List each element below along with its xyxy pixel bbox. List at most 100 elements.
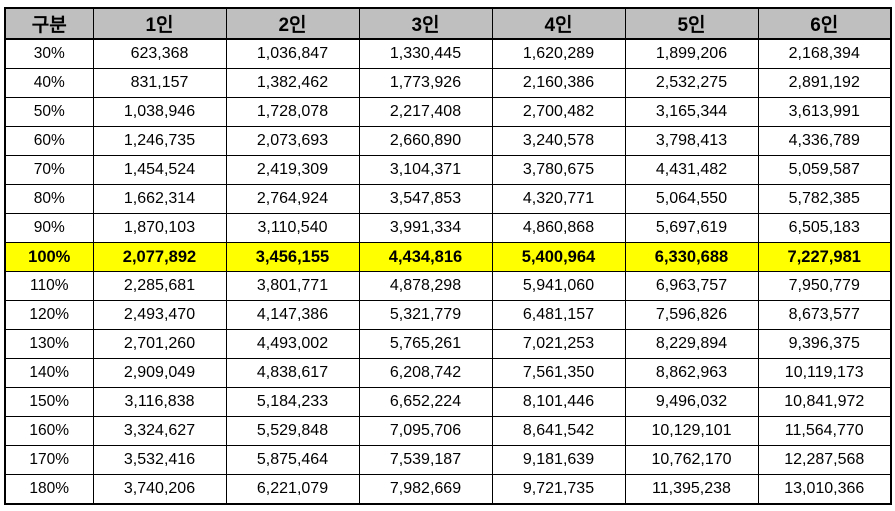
value-cell: 8,862,963 (624, 358, 759, 388)
table-header: 구분 1인 2인 3인 4인 5인 6인 (4, 7, 892, 40)
value-cell: 831,157 (92, 68, 227, 98)
value-cell: 6,330,688 (624, 242, 759, 272)
value-cell: 6,652,224 (358, 387, 493, 417)
value-cell: 2,660,890 (358, 126, 493, 156)
value-cell: 1,662,314 (92, 184, 227, 214)
value-cell: 4,320,771 (491, 184, 626, 214)
row-label-cell: 130% (4, 329, 94, 359)
value-cell: 6,208,742 (358, 358, 493, 388)
value-cell: 7,095,706 (358, 416, 493, 446)
value-cell: 10,119,173 (757, 358, 892, 388)
value-cell: 3,116,838 (92, 387, 227, 417)
value-cell: 7,227,981 (757, 242, 892, 272)
value-cell: 3,547,853 (358, 184, 493, 214)
value-cell: 2,285,681 (92, 271, 227, 301)
table-body: 30% 623,368 1,036,847 1,330,445 1,620,289 1,8… (4, 38, 892, 505)
value-cell: 1,620,289 (491, 38, 626, 69)
header-cell-category: 구분 (4, 7, 94, 40)
header-cell-6-person: 6인 (757, 7, 892, 40)
value-cell: 3,110,540 (225, 213, 360, 243)
value-cell: 2,532,275 (624, 68, 759, 98)
value-cell: 2,700,482 (491, 97, 626, 127)
value-cell: 623,368 (92, 38, 227, 69)
value-cell: 2,077,892 (92, 242, 227, 272)
row-label-cell: 50% (4, 97, 94, 127)
value-cell: 12,287,568 (757, 445, 892, 475)
value-cell: 2,891,192 (757, 68, 892, 98)
value-cell: 3,165,344 (624, 97, 759, 127)
header-cell-5-person: 5인 (624, 7, 759, 40)
value-cell: 3,740,206 (92, 474, 227, 505)
value-cell: 9,496,032 (624, 387, 759, 417)
value-cell: 3,456,155 (225, 242, 360, 272)
table-row: 140% 2,909,049 4,838,617 6,208,742 7,561,350… (4, 358, 892, 388)
row-label-cell: 120% (4, 300, 94, 330)
value-cell: 4,860,868 (491, 213, 626, 243)
value-cell: 1,382,462 (225, 68, 360, 98)
value-cell: 4,493,002 (225, 329, 360, 359)
value-cell: 5,697,619 (624, 213, 759, 243)
row-label-cell: 90% (4, 213, 94, 243)
table-row: 70% 1,454,524 2,419,309 3,104,371 3,780,675 4… (4, 155, 892, 185)
value-cell: 3,104,371 (358, 155, 493, 185)
header-row: 구분 1인 2인 3인 4인 5인 6인 (4, 7, 892, 40)
value-cell: 9,181,639 (491, 445, 626, 475)
row-label-cell: 80% (4, 184, 94, 214)
value-cell: 7,596,826 (624, 300, 759, 330)
value-cell: 11,395,238 (624, 474, 759, 505)
table-container: 구분 1인 2인 3인 4인 5인 6인 30% 623,368 1,036,847… (4, 7, 892, 505)
value-cell: 3,613,991 (757, 97, 892, 127)
table-row: 110% 2,285,681 3,801,771 4,878,298 5,941,060… (4, 271, 892, 301)
value-cell: 2,909,049 (92, 358, 227, 388)
value-cell: 5,782,385 (757, 184, 892, 214)
value-cell: 8,101,446 (491, 387, 626, 417)
value-cell: 2,764,924 (225, 184, 360, 214)
value-cell: 2,419,309 (225, 155, 360, 185)
value-cell: 3,532,416 (92, 445, 227, 475)
value-cell: 8,641,542 (491, 416, 626, 446)
value-cell: 1,036,847 (225, 38, 360, 69)
table-row: 80% 1,662,314 2,764,924 3,547,853 4,320,771 5… (4, 184, 892, 214)
row-label-cell: 70% (4, 155, 94, 185)
value-cell: 8,229,894 (624, 329, 759, 359)
value-cell: 3,780,675 (491, 155, 626, 185)
value-cell: 7,982,669 (358, 474, 493, 505)
value-cell: 2,217,408 (358, 97, 493, 127)
value-cell: 1,728,078 (225, 97, 360, 127)
row-label-cell: 60% (4, 126, 94, 156)
value-cell: 2,160,386 (491, 68, 626, 98)
value-cell: 10,762,170 (624, 445, 759, 475)
value-cell: 5,529,848 (225, 416, 360, 446)
value-cell: 10,841,972 (757, 387, 892, 417)
row-label-cell: 110% (4, 271, 94, 301)
value-cell: 1,870,103 (92, 213, 227, 243)
table-row: 50% 1,038,946 1,728,078 2,217,408 2,700,482 3… (4, 97, 892, 127)
value-cell: 2,493,470 (92, 300, 227, 330)
value-cell: 4,878,298 (358, 271, 493, 301)
value-cell: 4,336,789 (757, 126, 892, 156)
value-cell: 7,021,253 (491, 329, 626, 359)
value-cell: 10,129,101 (624, 416, 759, 446)
value-cell: 11,564,770 (757, 416, 892, 446)
value-cell: 7,950,779 (757, 271, 892, 301)
row-label-cell: 170% (4, 445, 94, 475)
value-cell: 3,801,771 (225, 271, 360, 301)
value-cell: 1,246,735 (92, 126, 227, 156)
value-cell: 3,798,413 (624, 126, 759, 156)
table-row: 160% 3,324,627 5,529,848 7,095,706 8,641,542… (4, 416, 892, 446)
value-cell: 7,539,187 (358, 445, 493, 475)
row-label-cell: 30% (4, 38, 94, 69)
value-cell: 5,875,464 (225, 445, 360, 475)
value-cell: 3,991,334 (358, 213, 493, 243)
value-cell: 6,963,757 (624, 271, 759, 301)
table-row: 180% 3,740,206 6,221,079 7,982,669 9,721,735… (4, 474, 892, 505)
value-cell: 5,321,779 (358, 300, 493, 330)
table-row: 30% 623,368 1,036,847 1,330,445 1,620,289 1,8… (4, 38, 892, 69)
value-cell: 5,059,587 (757, 155, 892, 185)
value-cell: 13,010,366 (757, 474, 892, 505)
value-cell: 5,400,964 (491, 242, 626, 272)
value-cell: 5,941,060 (491, 271, 626, 301)
value-cell: 2,073,693 (225, 126, 360, 156)
value-cell: 6,481,157 (491, 300, 626, 330)
row-label-cell: 140% (4, 358, 94, 388)
